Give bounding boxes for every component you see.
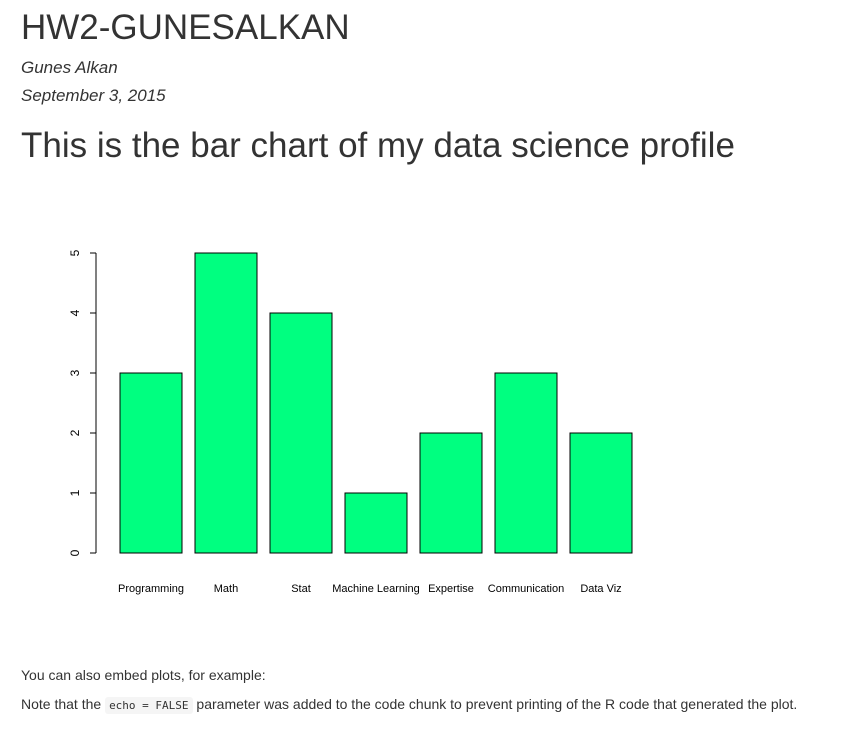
section-heading: This is the bar chart of my data science… [21,126,735,165]
bar-expertise [419,432,483,554]
bar-chart: 0 1 2 3 4 5 Programming Math Stat Machine Learni… [68,249,633,595]
paragraph-echo-note: Note that the echo = FALSE parameter was… [21,694,797,716]
bar-data-viz [569,432,633,554]
x-tick-label: Math [214,583,238,595]
x-tick-label: Expertise [428,583,474,595]
bar-math [194,252,258,554]
x-tick-label: Data Viz [580,583,621,595]
y-tick-label: 2 [68,429,82,436]
y-tick-label: 1 [68,489,82,496]
x-tick-label: Machine Learning [332,583,419,595]
x-axis-labels: Programming Math Stat Machine Learning Exper… [118,583,622,595]
y-tick-label: 0 [68,549,82,556]
bar-communication [494,372,558,554]
x-tick-label: Programming [118,583,184,595]
bar-machine-learning [344,492,408,554]
x-tick-label: Stat [291,583,311,595]
paragraph-text-after: parameter was added to the code chunk to… [192,696,798,712]
bar-programming [119,372,183,554]
bars-group [119,252,633,554]
inline-code: echo = FALSE [105,697,193,714]
document-date: September 3, 2015 [21,86,166,105]
y-tick-label: 4 [68,309,82,316]
bar-stat [269,312,333,554]
y-tick-label: 3 [68,369,82,376]
x-tick-label: Communication [488,583,564,595]
document-author: Gunes Alkan [21,58,118,77]
y-tick-label: 5 [68,249,82,256]
paragraph-text-before: Note that the [21,696,106,712]
document-title: HW2-GUNESALKAN [21,8,350,47]
y-axis-ticks: 0 1 2 3 4 5 [68,249,96,556]
paragraph-embed-plots: You can also embed plots, for example: [21,667,266,683]
